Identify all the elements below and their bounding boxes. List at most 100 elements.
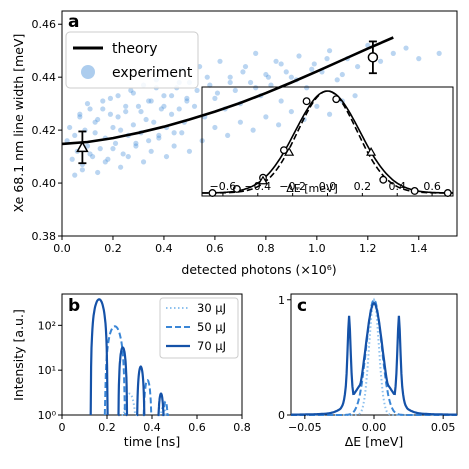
experiment-point bbox=[436, 50, 442, 56]
experiment-point bbox=[146, 138, 152, 144]
experiment-point bbox=[288, 108, 294, 115]
inset-circle-marker bbox=[232, 184, 241, 193]
panel-c-x-tick-label: 0.00 bbox=[362, 421, 387, 434]
experiment-point bbox=[130, 90, 136, 96]
panel-c-x-tick-label: −0.05 bbox=[288, 421, 322, 434]
panel-b-peak-solid bbox=[89, 298, 109, 416]
error-bar-circle-marker bbox=[367, 52, 379, 63]
panel-b-y-tick-label: 10² bbox=[38, 319, 56, 332]
experiment-point bbox=[352, 93, 358, 99]
experiment-point bbox=[87, 151, 93, 157]
experiment-point bbox=[184, 95, 190, 101]
inset-triangle-marker bbox=[366, 146, 377, 156]
inset-triangle-marker bbox=[257, 175, 269, 185]
panel-c-y-tick-label: 0 bbox=[278, 409, 285, 422]
experiment-point bbox=[296, 53, 302, 59]
experiment-point bbox=[148, 98, 154, 104]
experiment-point bbox=[263, 71, 269, 78]
legend-theory-label: theory bbox=[112, 41, 158, 57]
experiment-point bbox=[107, 95, 114, 101]
experiment-point bbox=[186, 148, 193, 154]
inset-x-tick-label: −0.6 bbox=[210, 180, 237, 193]
inset-x-tick-label: −0.2 bbox=[279, 180, 306, 193]
panel-b-y-tick-label: 10⁰ bbox=[38, 409, 57, 422]
experiment-point bbox=[120, 151, 126, 157]
panel-a-frame bbox=[61, 10, 458, 237]
experiment-point bbox=[268, 82, 274, 88]
panel-b-y-axis-label: Intensity [a.u.] bbox=[11, 309, 26, 401]
inset-circle-marker bbox=[443, 189, 452, 197]
experiment-point bbox=[84, 143, 91, 149]
legend-30uj-label: 30 μJ bbox=[197, 301, 226, 315]
panel-b-peak-solid bbox=[136, 365, 146, 417]
panel-b-legend-box bbox=[159, 297, 239, 359]
experiment-point bbox=[72, 172, 78, 178]
experiment-point bbox=[334, 77, 340, 83]
experiment-point bbox=[95, 169, 101, 176]
inset-x-axis-label: ΔE [meV] bbox=[286, 182, 338, 195]
panel-c-x-axis-label: ΔE [meV] bbox=[345, 434, 404, 449]
theory-curve bbox=[61, 36, 394, 146]
experiment-point bbox=[92, 130, 98, 136]
experiment-point bbox=[247, 79, 254, 86]
experiment-point bbox=[390, 50, 396, 56]
panel-a: 0.0 0.2 0.4 0.6 0.8 1.0 1.2 1.4 0.38 0.40 0.42 0.44… bbox=[11, 10, 458, 277]
panel-b: 0 0.2 0.4 0.6 0.8 10⁰ 10¹ 10² 30 μJ 50 μJ 70 μJ… bbox=[11, 293, 251, 449]
experiment-point bbox=[250, 127, 256, 133]
panel-c-letter: c bbox=[297, 296, 307, 316]
y-tick-label: 0.40 bbox=[32, 177, 57, 190]
y-tick-label: 0.46 bbox=[32, 18, 57, 31]
experiment-point bbox=[176, 106, 182, 112]
experiment-point bbox=[156, 132, 162, 139]
experiment-point bbox=[227, 79, 233, 86]
experiment-point bbox=[263, 114, 269, 120]
experiment-point bbox=[355, 63, 361, 70]
y-tick-label: 0.44 bbox=[32, 71, 57, 84]
experiment-point bbox=[97, 146, 103, 152]
experiment-point bbox=[237, 119, 243, 125]
experiment-point bbox=[212, 95, 218, 101]
panel-c-y-tick-label: 1 bbox=[278, 294, 285, 307]
experiment-point bbox=[135, 103, 142, 109]
experiment-point bbox=[276, 122, 282, 128]
experiment-point bbox=[107, 111, 114, 117]
panel-c-curves bbox=[291, 297, 457, 416]
panel-b-peak-dotted bbox=[158, 404, 168, 416]
legend-experiment-label: experiment bbox=[112, 65, 193, 81]
x-tick-label: 1.2 bbox=[359, 242, 377, 255]
experiment-point bbox=[89, 153, 96, 160]
experiment-point bbox=[204, 74, 210, 80]
experiment-point bbox=[265, 74, 272, 80]
experiment-point bbox=[77, 114, 83, 120]
panel-b-curves bbox=[89, 298, 169, 417]
experiment-point bbox=[140, 159, 147, 165]
panel-c-ticks: −0.05 0.00 0.05 0 1 bbox=[278, 294, 455, 434]
experiment-point bbox=[146, 98, 152, 104]
experiment-point bbox=[326, 48, 333, 54]
panel-c: −0.05 0.00 0.05 0 1 c ΔE [meV] bbox=[278, 293, 458, 449]
experiment-point bbox=[212, 124, 218, 131]
experiment-point bbox=[232, 87, 238, 94]
panel-b-x-tick-label: 0.6 bbox=[188, 421, 206, 434]
experiment-point bbox=[148, 148, 154, 154]
inset-dashed-curve bbox=[202, 90, 453, 194]
panel-b-x-tick-label: 0.2 bbox=[98, 421, 116, 434]
experiment-point bbox=[105, 156, 111, 162]
experiment-point bbox=[225, 132, 231, 139]
experiment-point bbox=[69, 156, 75, 162]
x-tick-label: 0.2 bbox=[104, 242, 122, 255]
legend-experiment-swatch bbox=[81, 65, 95, 79]
experiment-point bbox=[273, 58, 279, 64]
experiment-point bbox=[143, 116, 149, 123]
inset-curves bbox=[202, 90, 453, 197]
experiment-point bbox=[115, 93, 121, 99]
experiment-point bbox=[161, 103, 167, 109]
experiment-point bbox=[168, 93, 175, 99]
experiment-point bbox=[133, 143, 139, 149]
x-tick-label: 0.0 bbox=[53, 242, 71, 255]
error-bars bbox=[76, 40, 379, 165]
panel-c-curve-solid bbox=[291, 301, 457, 416]
inset-solid-curve bbox=[202, 90, 453, 194]
experiment-point bbox=[309, 66, 315, 72]
experiment-point bbox=[77, 111, 83, 117]
